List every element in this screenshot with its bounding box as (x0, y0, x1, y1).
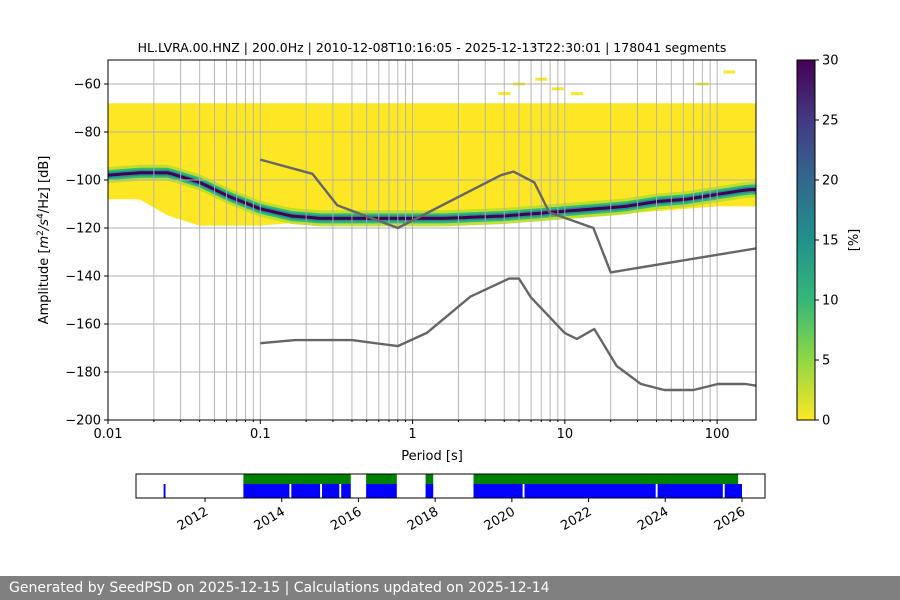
x-tick-label: 0.1 (250, 427, 271, 442)
colorbar-tick-label: 0 (822, 414, 830, 429)
timeline-tick-label: 2012 (175, 504, 211, 534)
x-tick-label: 10 (557, 427, 574, 442)
density-mode-line (108, 171, 756, 220)
x-tick-label: 1 (408, 427, 416, 442)
x-tick-label: 0.01 (94, 427, 123, 442)
timeline-tick-label: 2016 (328, 504, 364, 534)
timeline-tick-label: 2014 (252, 504, 288, 534)
plot-frame (107, 59, 757, 421)
timeline-frame (135, 473, 766, 499)
timeline-tick-label: 2024 (635, 504, 671, 534)
colorbar-tick-label: 15 (822, 234, 839, 249)
timeline-blue-bar (163, 484, 166, 498)
noise-model-lines (259, 158, 756, 392)
timeline-blue-bar (473, 484, 523, 498)
density-sparse-cell (723, 70, 736, 74)
timeline-blue-bar (243, 484, 290, 498)
y-tick-label: −160 (65, 318, 101, 333)
colorbar-tick-label: 5 (822, 354, 830, 369)
figure: HL.LVRA.00.HNZ | 200.0Hz | 2010-12-08T10… (36, 40, 862, 534)
y-tick-label: −100 (65, 174, 101, 189)
colorbar-tick-label: 20 (822, 174, 839, 189)
density-heatmap (108, 70, 756, 227)
density-sparse-cell (570, 92, 583, 96)
y-axis-ticks: −200 −180 −160 −140 −120 −100 −80 −60 (65, 78, 108, 429)
colorbar-ticks: 0 5 10 15 20 25 30 (815, 54, 839, 429)
footer-bar: Generated by SeedPSD on 2025-12-15 | Cal… (0, 576, 900, 600)
y-tick-label: −120 (65, 222, 101, 237)
timeline-blue-bar (724, 484, 742, 498)
grid-lines (108, 60, 756, 420)
timeline-green-bar (425, 474, 434, 484)
colorbar-tick-label: 25 (822, 114, 839, 129)
timeline-ticks: 2012 2014 2016 2018 2020 2022 2024 2026 (175, 498, 748, 534)
timeline-tick-label: 2018 (405, 504, 441, 534)
timeline-blue-bar (341, 484, 351, 498)
timeline-green-bar (473, 474, 739, 484)
timeline-tick-label: 2022 (558, 504, 594, 534)
density-band-area (108, 103, 756, 226)
timeline-blue-bar (524, 484, 656, 498)
timeline-blue-bar (366, 484, 397, 498)
noise-line-nlnm (260, 277, 756, 392)
y-axis-label: Amplitude [m2/s4/Hz] [dB] (36, 156, 52, 325)
colorbar (796, 59, 816, 421)
y-tick-label: −80 (74, 126, 101, 141)
chart-title: HL.LVRA.00.HNZ | 200.0Hz | 2010-12-08T10… (138, 40, 727, 55)
x-tick-label: 100 (705, 427, 730, 442)
timeline-tick-label: 2026 (712, 504, 748, 534)
y-tick-label: −200 (65, 414, 101, 429)
footer-text: Generated by SeedPSD on 2025-12-15 | Cal… (9, 580, 550, 596)
timeline-green-bar (366, 474, 397, 484)
colorbar-label: [%] (847, 229, 862, 252)
x-axis-ticks: 0.01 0.1 1 10 100 (94, 420, 730, 442)
colorbar-tick-label: 10 (822, 294, 839, 309)
timeline-blue-bar (657, 484, 723, 498)
timeline-blue-bar (291, 484, 321, 498)
timeline-green-bar (243, 474, 351, 484)
y-tick-label: −180 (65, 366, 101, 381)
y-tick-label: −60 (74, 78, 101, 93)
noise-line-nhnm (259, 158, 756, 274)
colorbar-tick-label: 30 (822, 54, 839, 69)
x-axis-label: Period [s] (401, 449, 463, 464)
timeline-tick-label: 2020 (482, 504, 518, 534)
y-tick-label: −140 (65, 270, 101, 285)
timeline-blue-bar (322, 484, 340, 498)
timeline-blue-bar (425, 484, 434, 498)
timeline-bars (163, 474, 742, 498)
